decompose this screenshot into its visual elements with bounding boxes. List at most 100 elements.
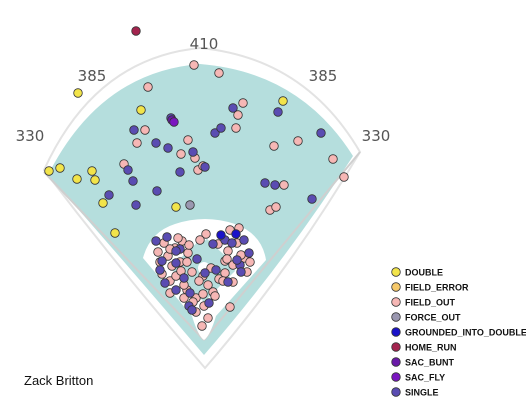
legend-label: SAC_FLY — [405, 373, 445, 383]
point-field-out — [203, 280, 213, 290]
point-field-out — [153, 247, 163, 257]
point-field-out — [194, 276, 204, 286]
point-single — [151, 138, 161, 148]
point-field-out — [203, 313, 213, 323]
point-field-out — [183, 135, 193, 145]
point-single — [232, 255, 242, 265]
point-single — [171, 285, 181, 295]
point-field-out — [222, 254, 232, 264]
point-single — [185, 288, 195, 298]
point-field-out — [195, 235, 205, 245]
point-single — [227, 238, 237, 248]
point-field-out — [233, 110, 243, 120]
point-double — [72, 174, 82, 184]
point-single — [104, 190, 114, 200]
point-field-out — [225, 302, 235, 312]
legend-item-home-run: HOME_RUN — [391, 342, 457, 353]
point-force-out — [185, 200, 195, 210]
legend-marker — [391, 312, 401, 322]
point-single — [171, 246, 181, 256]
point-sac-fly — [169, 117, 179, 127]
point-single — [160, 278, 170, 288]
point-single — [239, 235, 249, 245]
point-single — [157, 256, 167, 266]
point-single — [128, 176, 138, 186]
point-field-out — [245, 257, 255, 267]
field — [42, 46, 362, 370]
left-foul-line — [43, 171, 205, 341]
point-double — [98, 198, 108, 208]
point-single — [200, 162, 210, 172]
point-double — [90, 175, 100, 185]
point-double — [73, 88, 83, 98]
point-single — [260, 178, 270, 188]
point-field-out — [176, 149, 186, 159]
point-single — [208, 239, 218, 249]
point-single — [236, 267, 246, 277]
point-field-out — [271, 202, 281, 212]
point-grounded-into-double-play — [231, 229, 241, 239]
point-grounded-into-double-play — [216, 230, 226, 240]
point-single — [216, 123, 226, 133]
point-double — [110, 228, 120, 238]
point-single — [131, 200, 141, 210]
legend-marker — [391, 372, 401, 382]
point-field-out — [269, 141, 279, 151]
point-single — [123, 165, 133, 175]
distance-label-left: 330 — [16, 127, 45, 145]
point-field-out — [179, 293, 189, 303]
point-single — [244, 248, 254, 258]
point-double — [55, 163, 65, 173]
point-double — [171, 202, 181, 212]
legend-item-force-out: FORCE_OUT — [391, 312, 461, 323]
legend-item-double: DOUBLE — [391, 267, 443, 278]
point-single — [307, 194, 317, 204]
legend: DOUBLE FIELD_ERROR FIELD_OUT FORCE_OUT GROUN… — [391, 267, 526, 398]
point-field-out — [223, 246, 233, 256]
point-field-out — [339, 172, 349, 182]
point-single — [151, 236, 161, 246]
point-home-run — [131, 26, 141, 36]
legend-marker — [391, 282, 401, 292]
point-single — [179, 273, 189, 283]
legend-item-single: SINGLE — [391, 387, 439, 398]
legend-item-field-out: FIELD_OUT — [391, 297, 456, 308]
legend-item-field-error: FIELD_ERROR — [391, 282, 469, 293]
point-field-out — [143, 82, 153, 92]
point-field-out — [220, 268, 230, 278]
legend-marker — [391, 342, 401, 352]
point-single — [155, 265, 165, 275]
point-single — [163, 143, 173, 153]
point-single — [187, 305, 197, 315]
distance-label-left-center: 385 — [78, 67, 107, 85]
point-single — [228, 103, 238, 113]
point-single — [200, 268, 210, 278]
distance-label-right: 330 — [362, 127, 391, 145]
point-single — [223, 277, 233, 287]
legend-label: SINGLE — [405, 388, 439, 398]
legend-marker — [391, 387, 401, 397]
player-name: Zack Britton — [24, 373, 93, 388]
point-single — [211, 265, 221, 275]
legend-marker — [391, 327, 401, 337]
legend-item-sac-fly: SAC_FLY — [391, 372, 445, 383]
point-field-out — [231, 123, 241, 133]
point-field-out — [182, 257, 192, 267]
legend-label: FIELD_ERROR — [405, 283, 469, 293]
legend-label: FIELD_OUT — [405, 298, 456, 308]
point-field-out — [238, 98, 248, 108]
point-single — [204, 298, 214, 308]
point-field-out — [183, 248, 193, 258]
point-single — [188, 147, 198, 157]
point-double — [44, 166, 54, 176]
point-single — [273, 107, 283, 117]
point-field-out — [173, 233, 183, 243]
distance-label-right-center: 385 — [309, 67, 338, 85]
legend-marker — [391, 267, 401, 277]
point-field-out — [279, 180, 289, 190]
outfield-grass — [48, 64, 353, 355]
legend-label: GROUNDED_INTO_DOUBLE_PLAY — [405, 328, 526, 338]
point-field-out — [132, 138, 142, 148]
point-field-out — [328, 154, 338, 164]
